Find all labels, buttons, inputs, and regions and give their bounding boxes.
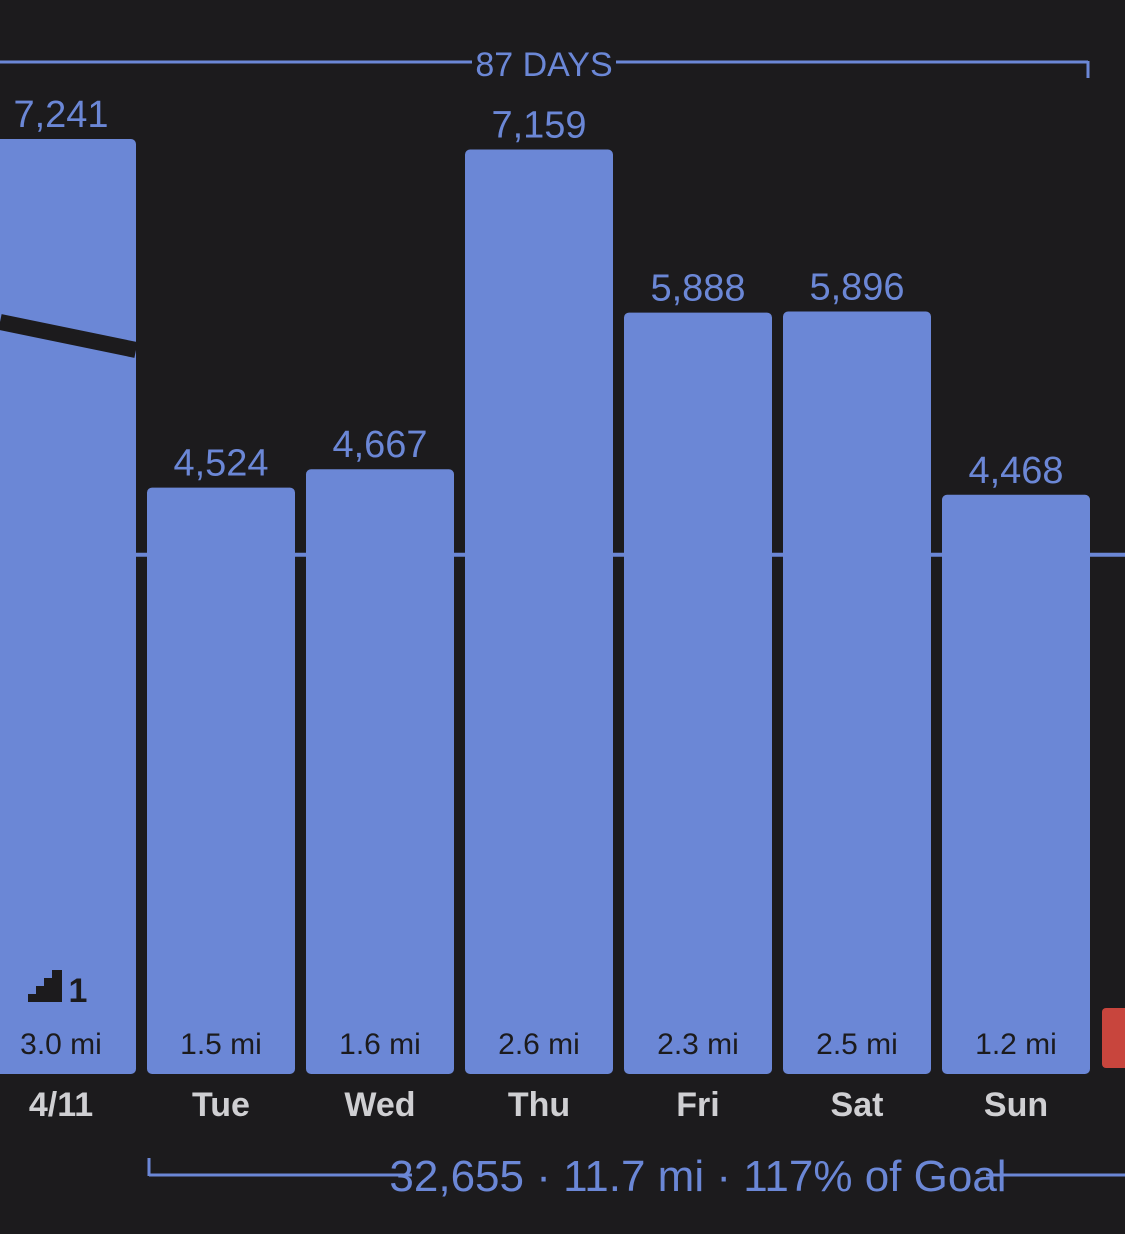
stairs-icon: [28, 970, 62, 1002]
bar-distance-label: 2.3 mi: [657, 1028, 739, 1061]
streak-label: 87 DAYS: [475, 46, 612, 84]
summary-label: 32,655 · 11.7 mi · 117% of Goal: [389, 1152, 1006, 1201]
bar-distance-label: 1.2 mi: [975, 1028, 1057, 1061]
stairs-count: 1: [69, 972, 88, 1010]
day-labels-layer: 4/11 Tue Wed Thu Fri Sat Sun: [29, 1086, 1048, 1124]
bar-3[interactable]: [465, 149, 613, 1074]
bar-distance-label: 1.6 mi: [339, 1028, 421, 1061]
next-day-bar-partial: [1102, 1008, 1125, 1068]
bar-distance-label: 3.0 mi: [20, 1028, 102, 1061]
bar-4[interactable]: [624, 312, 772, 1074]
bar-1[interactable]: [147, 487, 295, 1074]
day-label: Sat: [831, 1086, 884, 1124]
day-label: Tue: [192, 1086, 250, 1124]
bar-value-label: 4,524: [173, 443, 268, 485]
streak-bracket: 87 DAYS: [0, 46, 1090, 84]
bar-value-label: 4,667: [332, 424, 427, 466]
bar-0[interactable]: [0, 139, 136, 1074]
day-label: 4/11: [29, 1086, 93, 1124]
bar-value-label: 7,159: [491, 105, 586, 147]
bar-5[interactable]: [783, 311, 931, 1075]
summary-bracket: 32,655 · 11.7 mi · 117% of Goal: [147, 1152, 1125, 1201]
bar-distance-label: 2.6 mi: [498, 1028, 580, 1061]
day-label: Thu: [508, 1086, 570, 1124]
bar-2[interactable]: [306, 469, 454, 1075]
bar-value-label: 5,896: [809, 267, 904, 309]
trend-line: [0, 314, 138, 358]
bar-value-label: 7,241: [13, 94, 108, 136]
bar-distance-label: 2.5 mi: [816, 1028, 898, 1061]
day-label: Sun: [984, 1086, 1048, 1124]
stairs-badge: 1: [28, 970, 87, 1010]
bar-6[interactable]: [942, 494, 1090, 1074]
bar-value-label: 5,888: [650, 268, 745, 310]
day-label: Fri: [676, 1086, 719, 1124]
day-label: Wed: [344, 1086, 415, 1124]
bar-distance-label: 1.5 mi: [180, 1028, 262, 1061]
bar-value-label: 4,468: [968, 450, 1063, 492]
bars-layer: 7,241 3.0 mi 4,524 1.5 mi 4,667 1.6 mi 7,159 2.…: [0, 94, 1090, 1075]
